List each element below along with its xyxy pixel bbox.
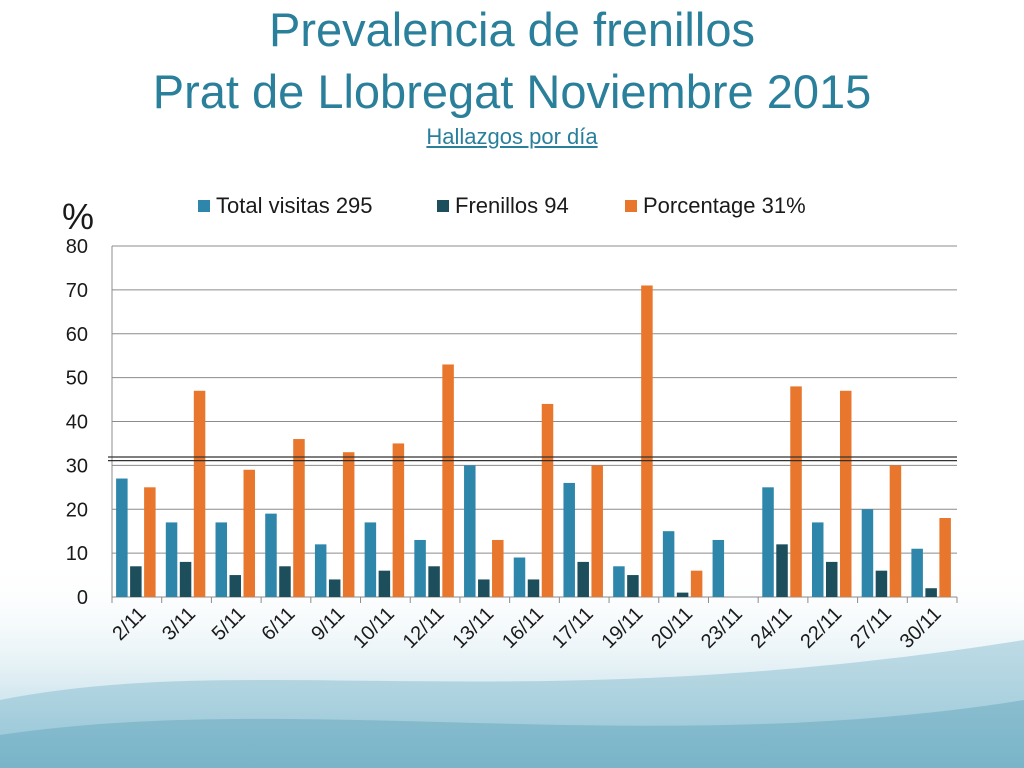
x-tick-label: 9/11 bbox=[307, 603, 349, 645]
bar-porcentage-6/11 bbox=[293, 439, 305, 597]
bar-porcentage-9/11 bbox=[342, 452, 355, 597]
bar-frenillos-2/11 bbox=[130, 566, 142, 597]
bar-porcentage-3/11 bbox=[193, 390, 206, 597]
bar-frenillos-3/11 bbox=[179, 561, 192, 597]
legend-label-total: Total visitas 295 bbox=[216, 193, 373, 218]
bar-porcentage-13/11 bbox=[492, 539, 504, 597]
bar-porcentage-10/11 bbox=[392, 443, 405, 597]
grid-lines bbox=[111, 245, 958, 603]
legend-swatch-frenillos bbox=[437, 200, 449, 212]
bar-total-13/11 bbox=[464, 465, 476, 597]
y-axis-ticks: 0 10 20 30 40 50 60 70 80 bbox=[66, 236, 88, 609]
legend-label-frenillos: Frenillos 94 bbox=[455, 193, 569, 218]
x-tick-label: 23/11 bbox=[697, 603, 747, 653]
bar-frenillos-20/11 bbox=[676, 592, 689, 597]
legend: Total visitas 295 Frenillos 94 Porcentage … bbox=[198, 193, 806, 218]
y-tick-label: 0 bbox=[77, 587, 88, 609]
slide-title-line1: Prevalencia de frenillos bbox=[269, 3, 755, 56]
legend-swatch-total bbox=[198, 200, 210, 212]
x-tick-label: 2/11 bbox=[108, 603, 150, 645]
x-tick-label: 16/11 bbox=[498, 603, 548, 653]
bar-total-22/11 bbox=[811, 522, 824, 597]
bar-porcentage-20/11 bbox=[690, 570, 703, 597]
bar-total-2/11 bbox=[116, 478, 128, 597]
bar-porcentage-24/11 bbox=[790, 386, 802, 597]
x-tick-label: 24/11 bbox=[747, 603, 797, 653]
x-tick-label: 30/11 bbox=[896, 603, 946, 653]
bar-total-5/11 bbox=[215, 522, 228, 597]
bar-frenillos-22/11 bbox=[825, 561, 838, 597]
x-tick-label: 3/11 bbox=[158, 603, 200, 645]
y-tick-label: 60 bbox=[66, 324, 88, 346]
bar-total-3/11 bbox=[165, 522, 178, 597]
x-tick-label: 10/11 bbox=[349, 603, 399, 653]
x-tick-label: 19/11 bbox=[598, 603, 648, 653]
x-tick-label: 13/11 bbox=[448, 603, 498, 653]
reference-line bbox=[108, 456, 957, 462]
y-unit-label: % bbox=[62, 196, 95, 237]
y-tick-label: 10 bbox=[66, 543, 88, 565]
bar-frenillos-12/11 bbox=[428, 566, 440, 597]
x-axis-ticks: 2/11 3/11 5/11 6/11 9/11 10/11 12/11 13/11 16/11… bbox=[108, 603, 945, 653]
bar-frenillos-16/11 bbox=[527, 579, 540, 597]
bar-total-30/11 bbox=[911, 548, 923, 597]
x-tick-label: 20/11 bbox=[647, 603, 697, 653]
bar-frenillos-19/11 bbox=[627, 575, 639, 597]
y-tick-label: 80 bbox=[66, 236, 88, 258]
x-tick-label: 6/11 bbox=[257, 603, 299, 645]
bar-frenillos-30/11 bbox=[925, 588, 937, 597]
slide-title-line2: Prat de Llobregat Noviembre 2015 bbox=[152, 65, 872, 118]
bar-total-12/11 bbox=[414, 539, 426, 597]
y-tick-label: 20 bbox=[66, 499, 88, 521]
bars bbox=[116, 285, 951, 597]
bar-frenillos-13/11 bbox=[478, 579, 490, 597]
slide-subtitle-link[interactable]: Hallazgos por día bbox=[426, 124, 598, 149]
bar-porcentage-12/11 bbox=[442, 364, 454, 597]
bar-porcentage-19/11 bbox=[641, 285, 653, 597]
legend-swatch-porcentage bbox=[625, 200, 637, 212]
bar-total-23/11 bbox=[712, 539, 725, 597]
x-tick-label: 22/11 bbox=[796, 603, 846, 653]
y-tick-label: 70 bbox=[66, 280, 88, 302]
bar-porcentage-22/11 bbox=[839, 390, 852, 597]
bar-total-9/11 bbox=[314, 544, 327, 597]
bar-frenillos-5/11 bbox=[229, 575, 242, 597]
bar-frenillos-6/11 bbox=[279, 566, 291, 597]
bar-porcentage-5/11 bbox=[243, 469, 256, 597]
y-tick-label: 50 bbox=[66, 368, 88, 390]
bar-frenillos-24/11 bbox=[776, 544, 788, 597]
bar-total-20/11 bbox=[662, 531, 675, 597]
bar-total-19/11 bbox=[613, 566, 625, 597]
y-tick-label: 40 bbox=[66, 412, 88, 434]
bar-total-17/11 bbox=[563, 482, 575, 597]
x-tick-label: 12/11 bbox=[399, 603, 449, 653]
x-tick-label: 5/11 bbox=[208, 603, 250, 645]
bar-total-16/11 bbox=[513, 557, 526, 597]
bar-frenillos-10/11 bbox=[378, 570, 391, 597]
bar-porcentage-30/11 bbox=[939, 518, 951, 597]
bar-porcentage-27/11 bbox=[889, 465, 902, 597]
bar-frenillos-17/11 bbox=[577, 561, 589, 597]
bar-total-24/11 bbox=[762, 487, 774, 597]
x-tick-label: 27/11 bbox=[846, 603, 896, 653]
bar-total-27/11 bbox=[861, 509, 874, 597]
x-tick-label: 17/11 bbox=[548, 603, 598, 653]
legend-label-porcentage: Porcentage 31% bbox=[643, 193, 806, 218]
bar-frenillos-27/11 bbox=[875, 570, 888, 597]
y-tick-label: 30 bbox=[66, 455, 88, 477]
bar-porcentage-2/11 bbox=[144, 487, 156, 597]
bar-total-6/11 bbox=[265, 513, 277, 597]
bar-porcentage-17/11 bbox=[591, 465, 603, 597]
bar-porcentage-16/11 bbox=[541, 403, 554, 597]
bar-total-10/11 bbox=[364, 522, 377, 597]
bar-frenillos-9/11 bbox=[328, 579, 341, 597]
